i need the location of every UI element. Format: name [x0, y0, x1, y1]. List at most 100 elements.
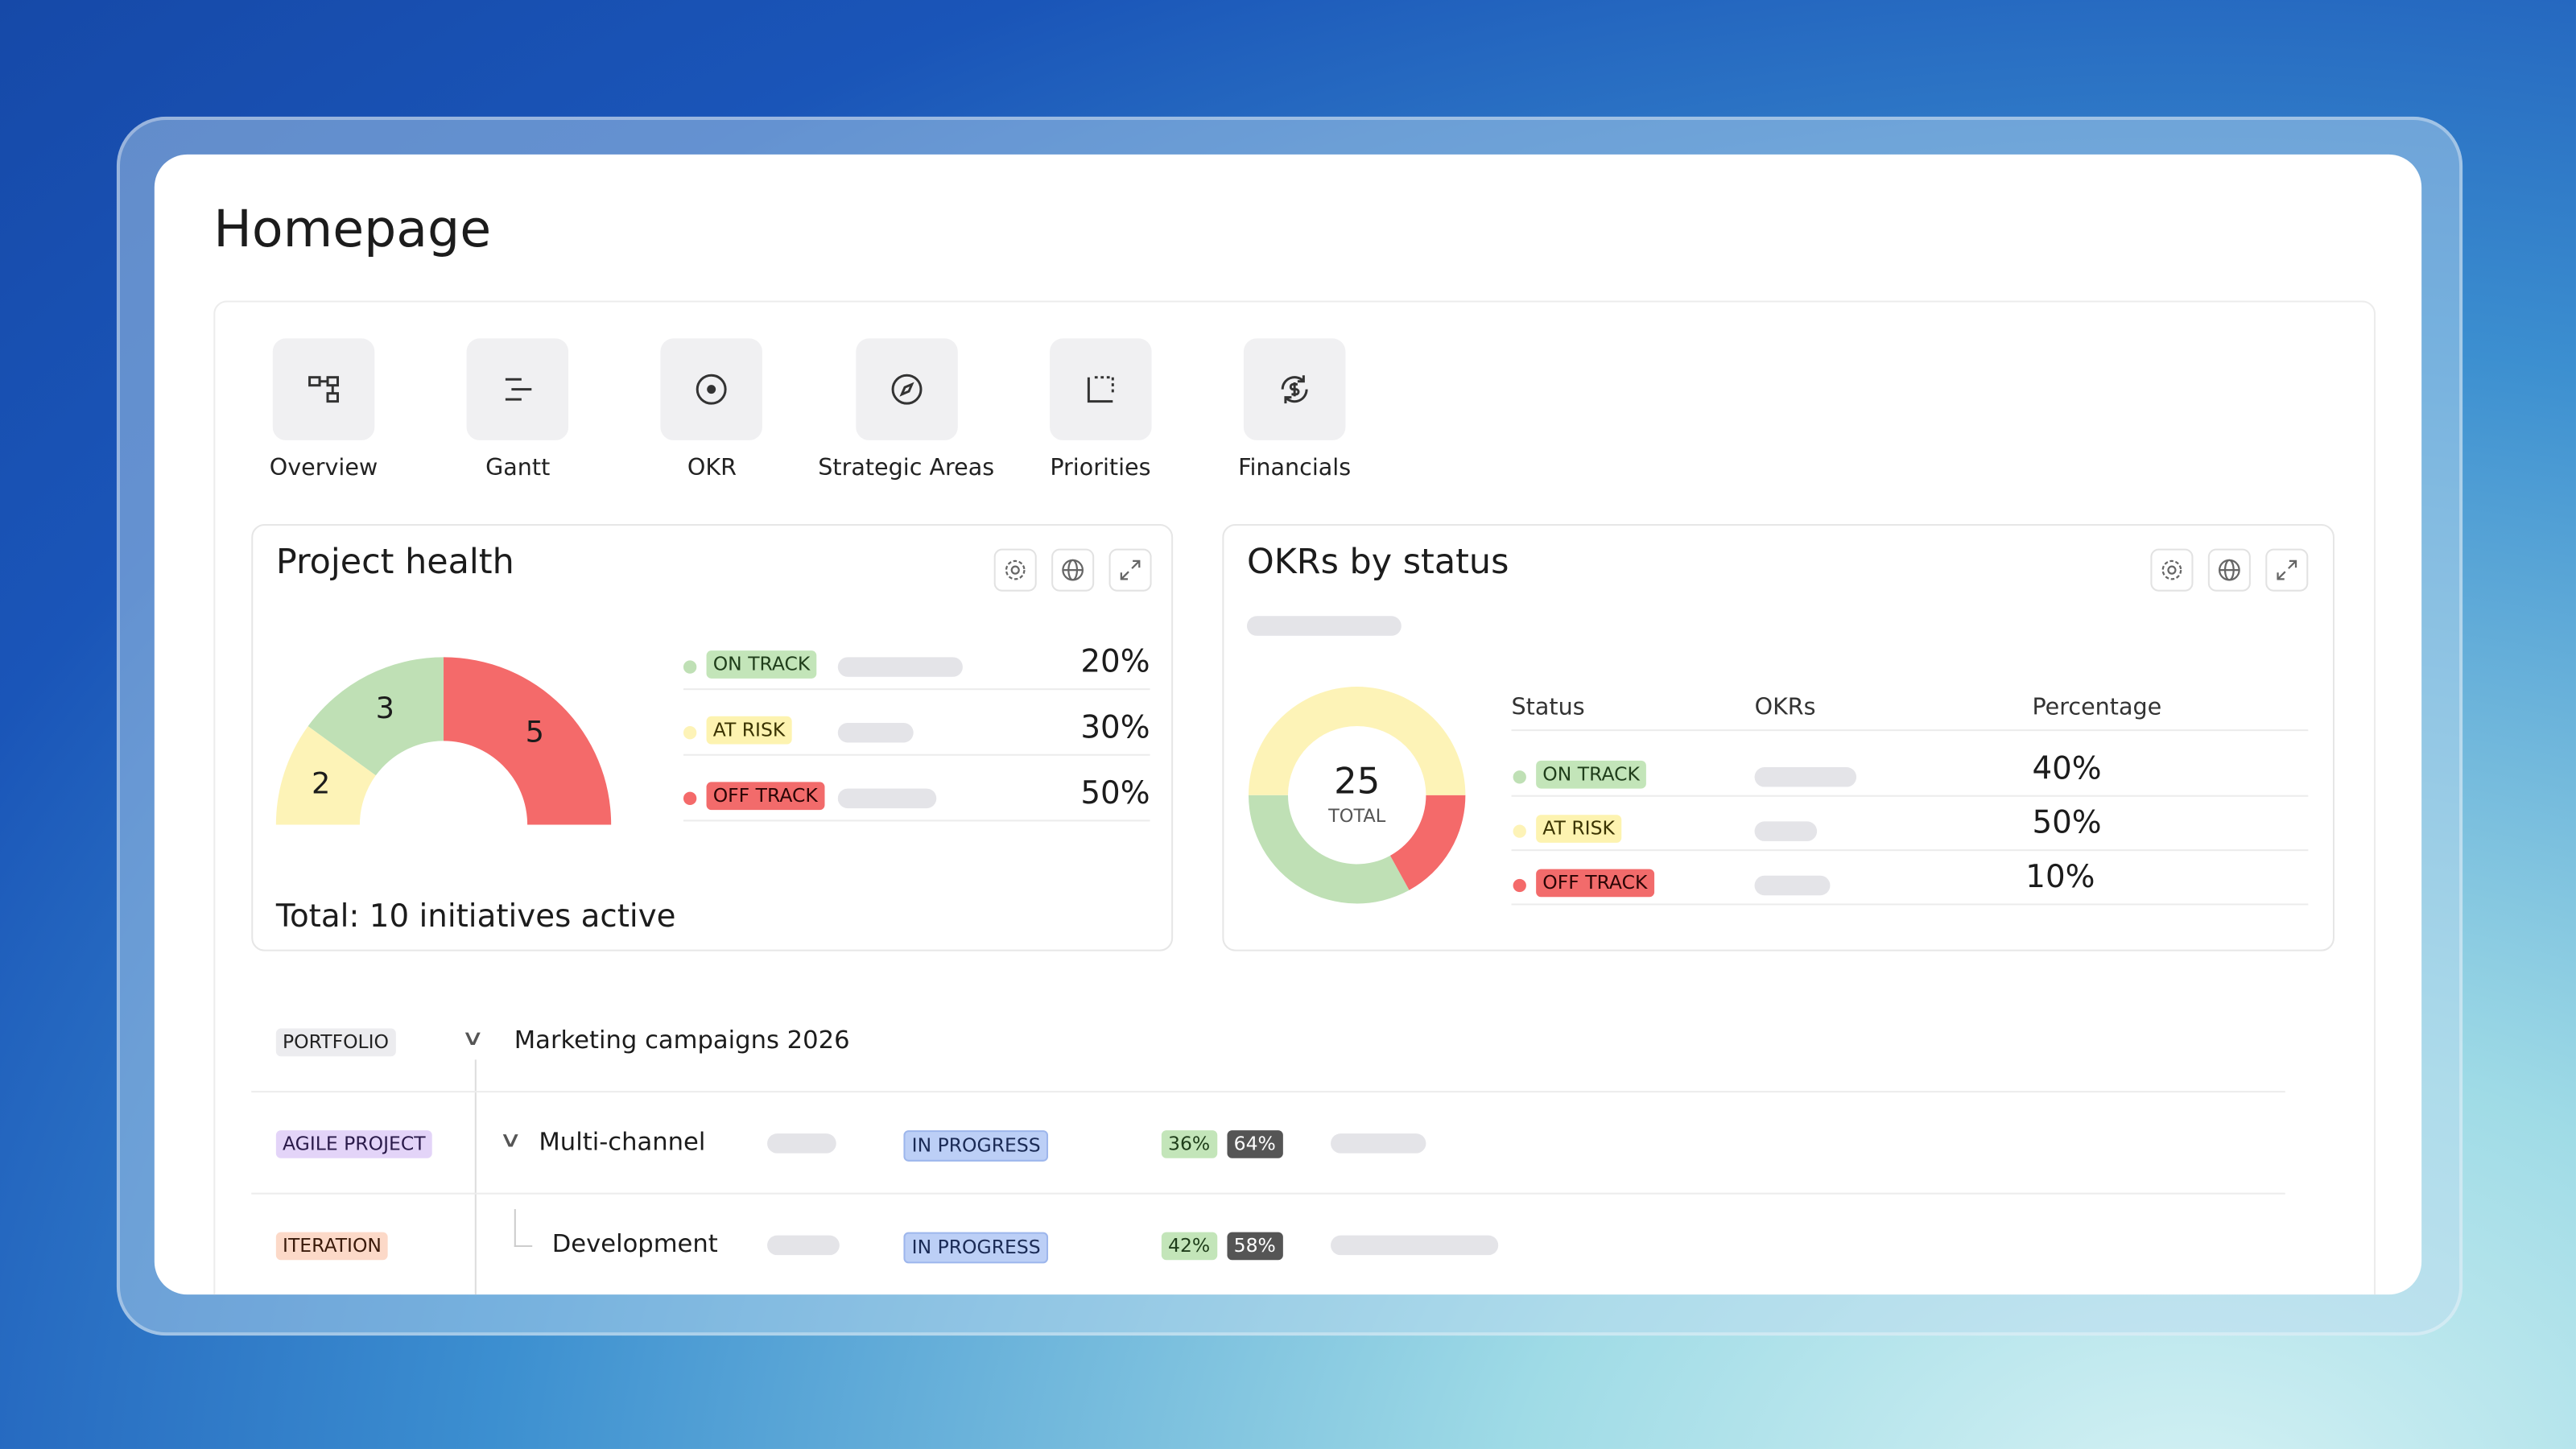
- nav-icon: [1281, 375, 1308, 404]
- donut-total-label: TOTAL: [1327, 806, 1386, 827]
- row-divider: [683, 753, 1150, 756]
- homepage-card: Homepage Overview Gantt OKR Strategic Areas…: [154, 154, 2422, 1295]
- nav-button[interactable]: [1243, 338, 1346, 440]
- row-divider: [1511, 849, 2309, 852]
- donut-total: 25: [1334, 759, 1380, 802]
- segment-label: 3: [376, 691, 394, 725]
- nav-button[interactable]: [1049, 338, 1152, 440]
- icon-button[interactable]: [1108, 548, 1152, 592]
- icon: [1005, 559, 1026, 580]
- column-header: OKRs: [1754, 695, 1816, 721]
- item-name[interactable]: Marketing campaigns 2026: [514, 1025, 850, 1055]
- placeholder-bar: [1754, 821, 1818, 841]
- item-name[interactable]: Multi-channel: [539, 1126, 706, 1157]
- row-divider: [683, 688, 1150, 691]
- icon-button[interactable]: [2265, 548, 2309, 592]
- total-text: Total: 10 initiatives active: [275, 898, 676, 935]
- nav-button[interactable]: [272, 338, 375, 440]
- status-dot: [683, 726, 697, 740]
- type-badge: AGILE PROJECT: [275, 1130, 432, 1158]
- row-divider: [1511, 903, 2309, 906]
- icon: [2218, 559, 2240, 581]
- placeholder-bar: [1331, 1133, 1426, 1154]
- percent: 50%: [1080, 775, 1150, 812]
- nav-label[interactable]: Financials: [1238, 455, 1352, 481]
- icon: [2277, 559, 2297, 580]
- placeholder-bar: [1754, 875, 1831, 896]
- item-name[interactable]: Development: [551, 1228, 718, 1259]
- segment-label: 2: [312, 766, 330, 800]
- icon-button[interactable]: [2207, 548, 2251, 592]
- chart-segment: [275, 726, 376, 825]
- project-health-widget: Project health 2 3 5 ON TRACK 20% AT RISK 30%…: [251, 524, 1174, 952]
- icon-button[interactable]: [1051, 548, 1095, 592]
- nav-icon: [506, 378, 532, 401]
- percent: 20%: [1080, 643, 1150, 680]
- placeholder-bar: [1754, 767, 1857, 787]
- chart-segment: [308, 657, 444, 776]
- percent: 40%: [2032, 750, 2102, 787]
- icon-button[interactable]: [2150, 548, 2194, 592]
- nav-icon: [696, 374, 728, 405]
- row-divider: [251, 1192, 2285, 1195]
- status-badge: AT RISK: [1536, 815, 1622, 843]
- done-pill: 42%: [1161, 1232, 1217, 1261]
- status-badge: OFF TRACK: [706, 782, 824, 811]
- okrs-widget: OKRs by status 25 TOTAL Status OKRs Percen…: [1222, 524, 2334, 952]
- chart-segment: [444, 657, 612, 825]
- nav-icon: [1087, 376, 1114, 403]
- type-badge: ITERATION: [275, 1232, 389, 1261]
- nav-label[interactable]: OKR: [687, 455, 737, 481]
- done-pill: 36%: [1161, 1130, 1217, 1158]
- column-header: Percentage: [2032, 695, 2162, 721]
- status-dot: [1513, 878, 1526, 893]
- status-badge: IN PROGRESS: [903, 1130, 1049, 1162]
- segment-label: 5: [526, 715, 544, 749]
- nav-button[interactable]: [661, 338, 763, 440]
- placeholder-bar: [1331, 1235, 1499, 1256]
- semicircle-chart: 2 3 5: [275, 657, 612, 825]
- nav-button[interactable]: [855, 338, 957, 440]
- header-divider: [1511, 729, 2309, 732]
- page-title: Homepage: [213, 200, 492, 260]
- expand-chevron[interactable]: ∨: [460, 1026, 485, 1052]
- icon: [2161, 559, 2182, 580]
- icon-button[interactable]: [993, 548, 1037, 592]
- nav-icon: [308, 376, 339, 403]
- chart-segment: [1389, 795, 1466, 890]
- nav-label[interactable]: Strategic Areas: [818, 455, 995, 481]
- row-divider: [1511, 795, 2309, 797]
- nav-label[interactable]: Overview: [269, 455, 378, 481]
- status-dot: [683, 660, 697, 674]
- placeholder-bar: [837, 788, 937, 809]
- placeholder-bar: [767, 1235, 840, 1256]
- percent: 30%: [1080, 709, 1150, 746]
- content-panel: [213, 300, 2376, 1295]
- status-dot: [1513, 824, 1526, 838]
- status-dot: [683, 791, 697, 805]
- remaining-pill: 64%: [1227, 1130, 1282, 1158]
- column-header: Status: [1511, 695, 1585, 721]
- nav-label[interactable]: Priorities: [1050, 455, 1151, 481]
- percent: 10%: [2025, 859, 2095, 896]
- remaining-pill: 58%: [1227, 1232, 1282, 1261]
- nav-icon: [890, 374, 922, 405]
- tree-line: [474, 1059, 477, 1295]
- nav-button[interactable]: [466, 338, 569, 440]
- status-badge: ON TRACK: [706, 650, 817, 679]
- tree-branch: [514, 1209, 533, 1247]
- chart-segment: [1249, 687, 1466, 795]
- donut-chart: 25 TOTAL: [1249, 687, 1466, 904]
- status-badge: OFF TRACK: [1536, 869, 1654, 898]
- percent: 50%: [2032, 804, 2102, 841]
- nav-label[interactable]: Gantt: [485, 455, 551, 481]
- status-badge: ON TRACK: [1536, 760, 1647, 789]
- icon: [1062, 559, 1084, 581]
- placeholder-bar: [1246, 616, 1402, 636]
- chart-segment: [1249, 795, 1410, 904]
- status-dot: [1513, 770, 1526, 784]
- expand-chevron[interactable]: ∨: [498, 1129, 522, 1154]
- status-badge: AT RISK: [706, 716, 792, 745]
